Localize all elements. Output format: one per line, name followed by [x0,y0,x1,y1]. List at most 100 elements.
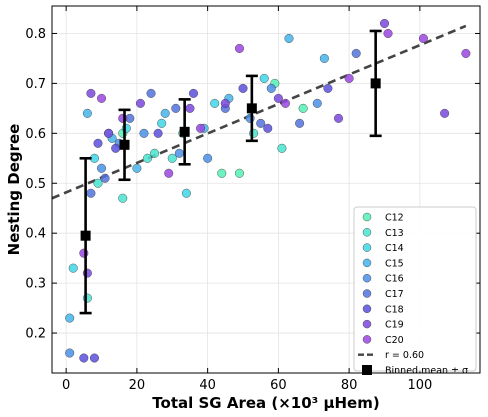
data-point-c19 [440,108,450,118]
data-point-c14 [210,98,220,108]
data-point-c15 [65,313,75,323]
legend-marker-c19 [362,319,372,329]
legend-label-c15: C15 [385,258,404,269]
y-tick-label: 0.8 [25,27,46,42]
data-point-c17 [86,188,96,198]
legend-marker-c14 [362,243,372,252]
data-point-c15 [284,33,294,43]
data-point-c20 [164,168,174,178]
y-tick-label: 0.3 [25,277,46,292]
x-tick-label: 20 [129,378,146,393]
data-point-c16 [174,148,184,158]
y-tick-label: 0.6 [25,127,46,142]
data-point-c15 [82,108,92,118]
y-tick-label: 0.7 [25,77,46,92]
legend-label-c19: C19 [385,320,404,331]
data-point-c13 [143,153,153,163]
x-tick-label: 0 [62,378,70,393]
x-tick-label: 100 [407,378,432,393]
data-point-c14 [259,73,269,83]
binned-mean-marker [119,139,130,150]
data-point-c14 [181,188,191,198]
data-point-c20 [97,93,107,103]
data-point-c19 [220,98,230,108]
plot-frame [51,5,481,374]
data-point-c20 [234,43,244,53]
x-tick-label: 60 [270,378,287,393]
data-point-c12 [298,103,308,113]
data-point-c18 [323,83,333,93]
data-point-c15 [319,53,329,63]
data-point-c16 [266,83,276,93]
y-axis-label: Nesting Degree [5,124,23,256]
binned-means [79,29,382,315]
data-point-c18 [93,138,103,148]
data-point-c18 [111,143,121,153]
data-point-c18 [188,88,198,98]
data-point-c20 [280,98,290,108]
data-point-c17 [100,173,110,183]
trend-line [51,24,467,200]
data-point-c15 [132,163,142,173]
data-point-c13 [93,178,103,188]
data-point-c16 [203,153,213,163]
data-point-c18 [79,353,89,363]
data-point-c14 [157,118,167,128]
data-point-c17 [295,118,305,128]
data-point-c18 [89,353,99,363]
binned-mean-marker [179,126,190,137]
data-point-c13 [277,143,287,153]
legend-marker-c18 [362,304,372,313]
data-point-c20 [383,28,393,38]
legend-label-trend: r = 0.60 [385,350,424,361]
data-point-c12 [217,168,227,178]
data-point-c19 [104,128,114,138]
data-point-c20 [461,48,471,58]
legend-label-c14: C14 [385,243,404,254]
data-point-c17 [146,88,156,98]
data-point-c20 [418,33,428,43]
data-point-c19 [273,93,283,103]
data-point-c15 [160,108,170,118]
y-tick-label: 0.2 [25,327,46,342]
legend: C12 C13 C14 C15 C16 C17 C18 C19 C20 r = 0.60 Binne… [353,206,477,377]
x-tick-label: 40 [199,378,216,393]
binned-mean-marker [80,230,91,241]
legend-label-c13: C13 [385,228,404,239]
data-point-c18 [263,123,273,133]
legend-label-c17: C17 [385,289,404,300]
data-point-c19 [379,18,389,28]
data-points [65,18,471,363]
data-point-c16 [65,348,75,358]
legend-label-c18: C18 [385,304,404,315]
data-point-c19 [185,103,195,113]
data-point-c16 [97,163,107,173]
legend-marker-c15 [362,258,372,268]
data-point-c17 [256,118,266,128]
data-point-c18 [153,128,163,138]
legend-marker-c16 [362,274,372,283]
legend-label-c16: C16 [385,274,404,285]
data-point-c19 [86,88,96,98]
y-tick-label: 0.4 [25,227,46,242]
grid [52,6,480,373]
legend-marker-c20 [362,335,372,344]
legend-binned-marker [362,365,372,375]
axis-ticks: 0 20 40 60 80 100 0.2 0.3 0.4 0.5 0.6 0.7 0.8 [25,6,480,393]
legend-label-c12: C12 [385,213,404,224]
legend-marker-c12 [362,212,372,222]
data-point-c16 [312,98,322,108]
data-point-c13 [118,193,128,203]
y-tick-label: 0.5 [25,177,46,192]
data-point-c20 [344,73,354,83]
x-tick-label: 80 [341,378,358,393]
data-point-c14 [68,263,78,273]
data-point-c20 [196,123,206,133]
binned-mean-marker [370,78,381,89]
data-point-c16 [139,128,149,138]
data-point-c19 [334,113,344,123]
legend-label-binned: Binned mean ± σ [385,366,468,377]
data-point-c13 [150,148,160,158]
data-point-c13 [167,153,177,163]
binned-mean-marker [246,103,257,114]
